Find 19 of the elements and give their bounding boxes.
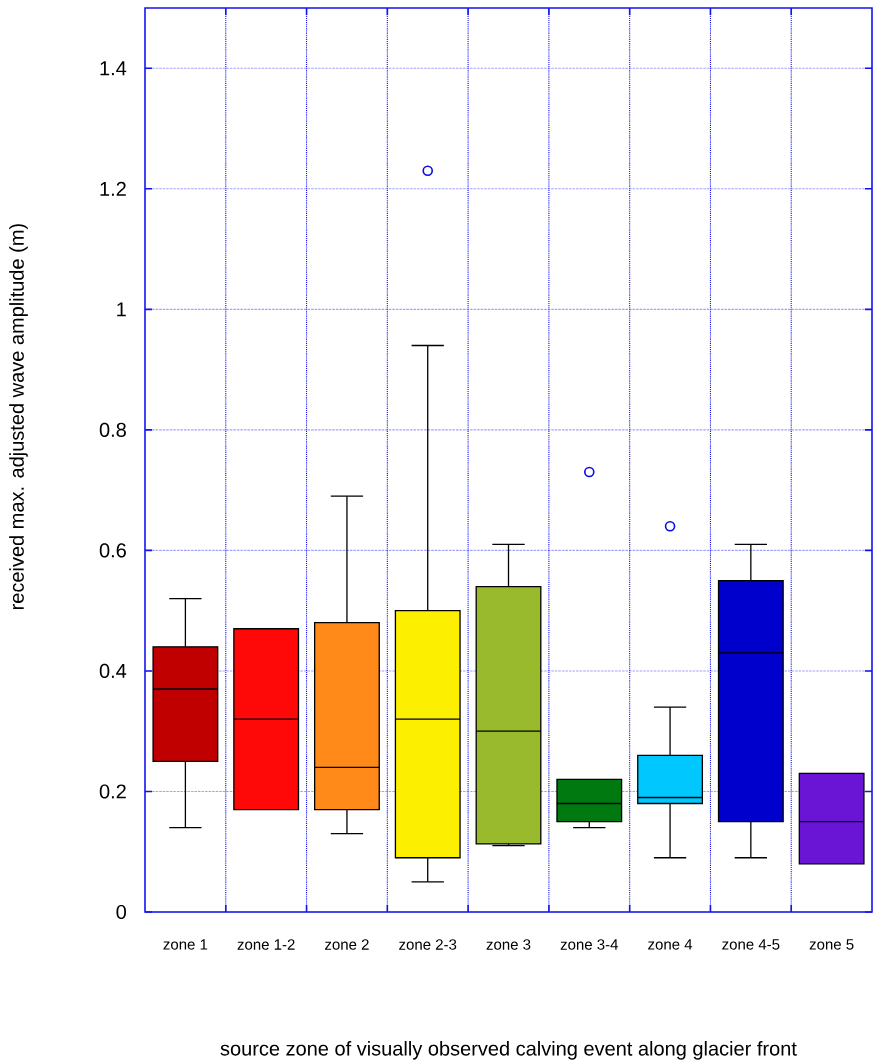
x-tick-label: zone 3-4 <box>560 939 619 950</box>
y-tick-label: 1 <box>117 302 126 317</box>
x-tick-label: zone 4 <box>648 939 693 950</box>
x-tick-label: zone 2-3 <box>399 939 457 950</box>
x-tick-label: zone 5 <box>809 939 854 950</box>
y-tick-label: 0 <box>116 904 127 920</box>
y-tick-label: 0.4 <box>99 663 127 679</box>
x-tick-label: zone 1 <box>163 939 208 950</box>
y-tick-label: 1.4 <box>100 61 127 76</box>
y-tick-label: 0.6 <box>99 543 126 558</box>
y-tick-label: 0.8 <box>99 422 126 437</box>
x-tick-label: zone 1-2 <box>237 939 295 950</box>
x-tick-label: zone 2 <box>325 939 369 950</box>
x-axis-title: source zone of visually observed calving event along glacier front <box>220 1040 797 1060</box>
y-axis-title: received max. adjusted wave amplitude (m) <box>9 224 28 610</box>
x-tick-label: zone 4-5 <box>722 939 780 950</box>
y-tick-label: 0.2 <box>99 784 126 799</box>
y-tick-label: 1.2 <box>100 181 126 196</box>
x-tick-label: zone 3 <box>486 939 531 950</box>
